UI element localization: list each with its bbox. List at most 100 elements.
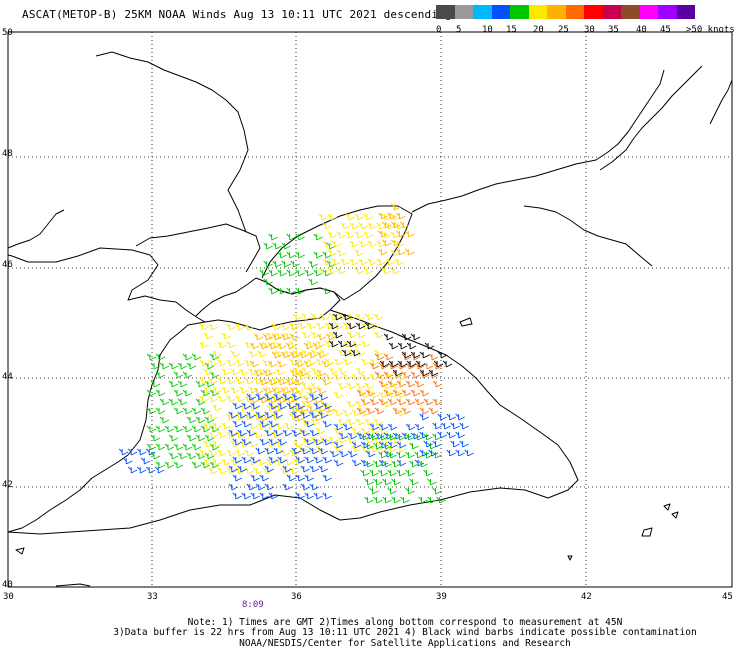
scale-label: 10 [482,25,493,35]
wind-barb [182,407,193,415]
wind-barb [280,467,290,475]
wind-barb [322,474,332,482]
graticule [8,32,732,587]
wind-barb [217,359,227,367]
wind-barb [401,371,412,379]
island-1 [663,503,671,511]
wind-barb [313,456,323,464]
wind-barb [327,249,337,257]
wind-barb [199,395,209,403]
wind-barb [378,423,389,431]
wind-barb [419,351,430,359]
scale-swatch [454,5,473,19]
wind-barb [324,358,335,366]
wind-barb [255,447,265,455]
wind-barb [307,387,318,395]
wind-barb [428,353,439,361]
scale-swatch [473,5,492,19]
wind-barb [209,371,220,379]
scale-label: 5 [456,25,462,35]
wind-barb [391,496,401,504]
wind-barb [301,367,312,375]
wind-barb [378,373,389,381]
wind-barb [378,433,388,441]
wind-barb [396,433,406,441]
wind-barb [450,422,460,430]
wind-barb [313,233,323,241]
wind-barb [226,377,236,385]
crimea-coast [195,277,341,331]
wind-barb [333,409,344,417]
wind-barb [155,353,166,361]
wind-barb [177,380,188,388]
wind-barb [387,469,397,477]
wind-barb [277,251,287,259]
wind-barb [232,456,242,464]
wind-barb [239,386,249,394]
wind-barb [300,411,310,419]
wind-barb [304,474,314,482]
wind-barb [459,440,469,448]
wind-barb [354,231,364,239]
wind-barb [258,378,269,386]
wind-barb [203,440,213,448]
wind-barb [280,323,290,331]
wind-barb [230,368,240,376]
wind-barb [168,380,179,388]
wind-barb [136,466,147,474]
wind-barb [409,478,419,486]
wind-barb [212,458,222,466]
wind-barb [146,389,157,397]
wind-barb [315,427,326,435]
wind-barb [333,358,344,366]
wind-barb [382,442,392,450]
wind-barb [295,456,305,464]
scale-swatch [491,5,510,19]
wind-barb [244,323,254,331]
lat-label-40: 40 [2,580,13,590]
scale-label: >50 knots [686,25,735,35]
wind-barb [203,458,213,466]
wind-barb [212,440,222,448]
wind-barb [300,429,310,437]
caspian-coast [709,79,733,125]
wind-barb [313,402,323,410]
wind-barb [286,474,296,482]
wind-barb [369,469,379,477]
wind-barb [427,478,437,486]
scale-label: 25 [558,25,569,35]
wind-barb [414,362,425,370]
wind-barb [295,474,305,482]
wind-barb [419,431,429,439]
wind-barb [264,393,274,401]
wind-barb [200,407,211,415]
footnotes: Note: 1) Times are GMT 2)Times along bot… [100,617,710,649]
scale-label: 20 [533,25,544,35]
wind-barb [237,411,247,419]
wind-barb [437,431,447,439]
wind-barb [364,322,375,330]
wind-barb [191,407,202,415]
wind-barb [264,447,274,455]
wind-barb [159,416,170,424]
wind-barb [446,431,456,439]
wind-barb [409,442,419,450]
wind-barb [186,362,197,370]
wind-barb [382,478,392,486]
wind-barb [333,423,344,431]
island-3 [641,527,653,537]
wind-barb [336,231,346,239]
wind-barb [333,322,344,330]
wind-barb [347,450,358,458]
wind-barb [271,323,281,331]
wind-barb [392,369,403,377]
wind-barb [208,413,218,421]
wind-barb [289,333,300,341]
wind-barb [226,431,236,439]
wind-barb [275,368,285,376]
wind-barb [378,391,389,399]
danube-delta [7,209,65,249]
wind-barb [300,483,310,491]
wind-barb [237,465,247,473]
wind-barb [221,458,231,466]
